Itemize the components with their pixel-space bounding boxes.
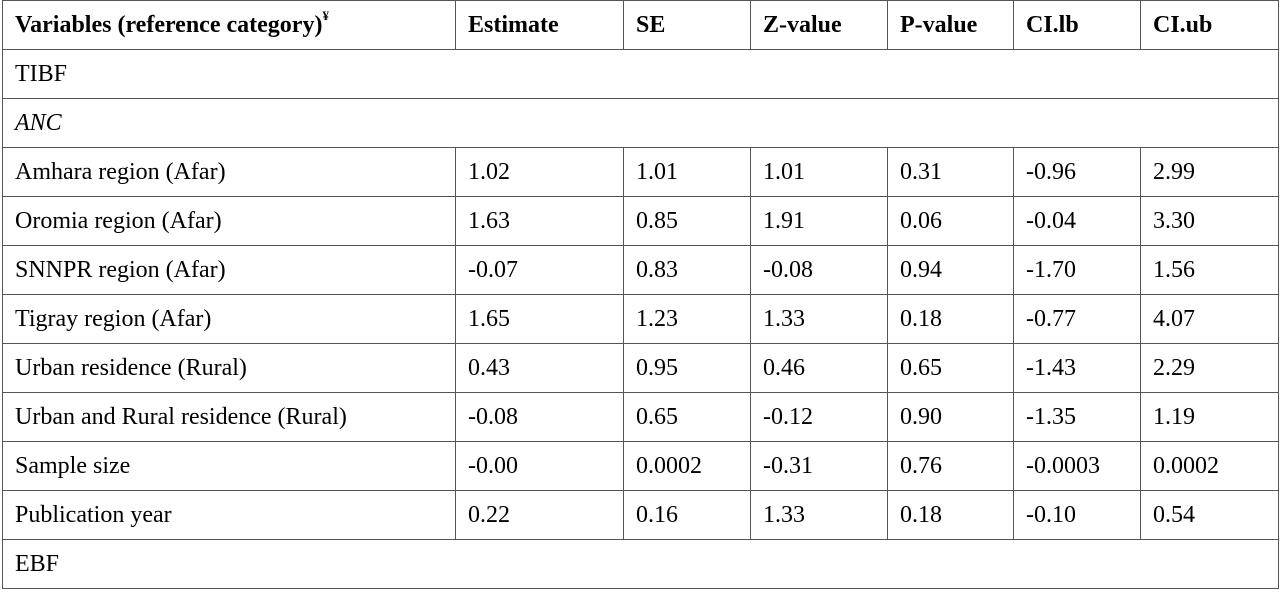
p-value-cell: 0.18 xyxy=(887,490,1014,540)
table-row: Amhara region (Afar) 1.02 1.01 1.01 0.31… xyxy=(2,147,1279,197)
se-cell: 1.23 xyxy=(623,294,751,344)
table-row: Publication year 0.22 0.16 1.33 0.18 -0.… xyxy=(2,490,1279,540)
variable-cell: Urban residence (Rural) xyxy=(2,343,456,393)
p-value-cell: 0.18 xyxy=(887,294,1014,344)
ci-ub-cell: 0.0002 xyxy=(1140,441,1279,491)
yen-footnote-mark: ¥ xyxy=(322,7,329,23)
ci-ub-cell: 2.99 xyxy=(1140,147,1279,197)
subsection-row-anc: ANC xyxy=(2,98,1279,148)
se-cell: 0.85 xyxy=(623,196,751,246)
variable-cell: Tigray region (Afar) xyxy=(2,294,456,344)
z-value-cell: 1.01 xyxy=(750,147,888,197)
ci-ub-cell: 2.29 xyxy=(1140,343,1279,393)
se-cell: 0.95 xyxy=(623,343,751,393)
section-label-ebf: EBF xyxy=(2,539,1279,589)
section-label-tibf: TIBF xyxy=(2,49,1279,99)
z-value-cell: -0.08 xyxy=(750,245,888,295)
z-value-cell: 0.46 xyxy=(750,343,888,393)
table-row: Tigray region (Afar) 1.65 1.23 1.33 0.18… xyxy=(2,294,1279,344)
estimate-cell: 0.22 xyxy=(455,490,624,540)
ci-lb-cell: -1.70 xyxy=(1013,245,1141,295)
p-value-cell: 0.06 xyxy=(887,196,1014,246)
se-cell: 0.0002 xyxy=(623,441,751,491)
p-value-cell: 0.90 xyxy=(887,392,1014,442)
ci-lb-cell: -0.77 xyxy=(1013,294,1141,344)
ci-ub-cell: 1.19 xyxy=(1140,392,1279,442)
ci-ub-cell: 1.56 xyxy=(1140,245,1279,295)
header-row: Variables (reference category)¥ Estimate… xyxy=(2,0,1279,50)
estimate-cell: -0.00 xyxy=(455,441,624,491)
ci-ub-cell: 0.54 xyxy=(1140,490,1279,540)
table-row: Sample size -0.00 0.0002 -0.31 0.76 -0.0… xyxy=(2,441,1279,491)
header-p-value: P-value xyxy=(887,0,1014,50)
variable-cell: SNNPR region (Afar) xyxy=(2,245,456,295)
ci-lb-cell: -0.96 xyxy=(1013,147,1141,197)
subsection-label-anc: ANC xyxy=(2,98,1279,148)
p-value-cell: 0.65 xyxy=(887,343,1014,393)
ci-ub-cell: 3.30 xyxy=(1140,196,1279,246)
table-row: Oromia region (Afar) 1.63 0.85 1.91 0.06… xyxy=(2,196,1279,246)
z-value-cell: 1.33 xyxy=(750,294,888,344)
estimate-cell: 1.65 xyxy=(455,294,624,344)
table-row: SNNPR region (Afar) -0.07 0.83 -0.08 0.9… xyxy=(2,245,1279,295)
estimate-cell: 1.63 xyxy=(455,196,624,246)
variable-cell: Oromia region (Afar) xyxy=(2,196,456,246)
z-value-cell: -0.12 xyxy=(750,392,888,442)
header-se: SE xyxy=(623,0,751,50)
header-variables: Variables (reference category)¥ xyxy=(2,0,456,50)
variable-cell: Amhara region (Afar) xyxy=(2,147,456,197)
meta-regression-table: Variables (reference category)¥ Estimate… xyxy=(2,0,1279,589)
ci-lb-cell: -1.43 xyxy=(1013,343,1141,393)
table-row: Urban and Rural residence (Rural) -0.08 … xyxy=(2,392,1279,442)
header-ci-ub: CI.ub xyxy=(1140,0,1279,50)
se-cell: 1.01 xyxy=(623,147,751,197)
se-cell: 0.65 xyxy=(623,392,751,442)
header-z-value: Z-value xyxy=(750,0,888,50)
ci-lb-cell: -0.10 xyxy=(1013,490,1141,540)
estimate-cell: 1.02 xyxy=(455,147,624,197)
variable-cell: Sample size xyxy=(2,441,456,491)
se-cell: 0.83 xyxy=(623,245,751,295)
section-row-tibf: TIBF xyxy=(2,49,1279,99)
z-value-cell: 1.91 xyxy=(750,196,888,246)
z-value-cell: -0.31 xyxy=(750,441,888,491)
ci-ub-cell: 4.07 xyxy=(1140,294,1279,344)
table-row: Urban residence (Rural) 0.43 0.95 0.46 0… xyxy=(2,343,1279,393)
ci-lb-cell: -1.35 xyxy=(1013,392,1141,442)
ci-lb-cell: -0.04 xyxy=(1013,196,1141,246)
section-row-ebf: EBF xyxy=(2,539,1279,589)
variable-cell: Publication year xyxy=(2,490,456,540)
ci-lb-cell: -0.0003 xyxy=(1013,441,1141,491)
p-value-cell: 0.31 xyxy=(887,147,1014,197)
estimate-cell: -0.08 xyxy=(455,392,624,442)
estimate-cell: 0.43 xyxy=(455,343,624,393)
p-value-cell: 0.76 xyxy=(887,441,1014,491)
header-estimate: Estimate xyxy=(455,0,624,50)
variable-cell: Urban and Rural residence (Rural) xyxy=(2,392,456,442)
se-cell: 0.16 xyxy=(623,490,751,540)
estimate-cell: -0.07 xyxy=(455,245,624,295)
z-value-cell: 1.33 xyxy=(750,490,888,540)
header-ci-lb: CI.lb xyxy=(1013,0,1141,50)
p-value-cell: 0.94 xyxy=(887,245,1014,295)
